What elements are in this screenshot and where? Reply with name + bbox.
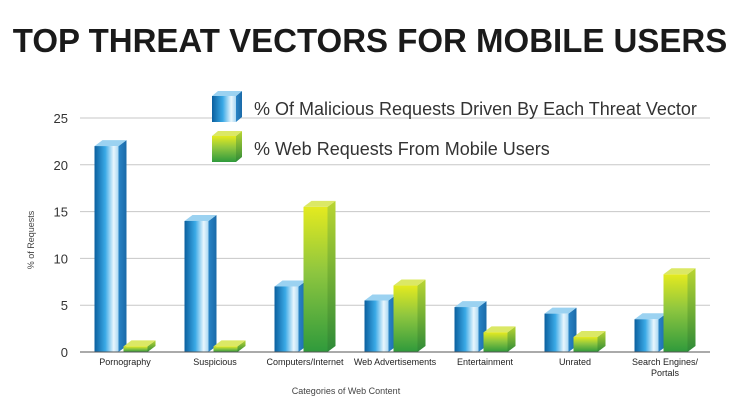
x-category-label: Unrated [559,357,591,367]
bar-front [544,313,569,352]
y-axis-title: % of Requests [26,210,36,269]
legend-swatch [212,96,236,122]
x-category-label: Pornography [99,357,151,367]
bar-front [393,285,418,352]
y-tick-label: 15 [54,205,68,220]
x-category-line: Search Engines/ [632,357,699,367]
bar-top [274,280,307,287]
bar-side [237,340,246,352]
bars [94,140,696,352]
y-tick-label: 20 [54,158,68,173]
bar-front [663,274,688,352]
bar-malicious-requests [274,280,307,352]
legend-item-mobile-web-requests: % Web Requests From Mobile Users [212,131,550,162]
bar-top [364,294,397,301]
bar-front [213,346,238,352]
x-category-label: Search Engines/Portals [632,357,699,378]
bar-malicious-requests [364,294,397,352]
bar-front [123,346,148,352]
x-axis-categories: Pornography Suspicious Computers/Internet W… [99,357,698,378]
bar-front [274,286,299,352]
bar-side [208,214,217,352]
x-category-label: Suspicious [193,357,237,367]
bar-front [634,319,659,352]
bar-top [123,340,156,347]
bar-mobile-web-requests [393,279,426,352]
x-category-line: Suspicious [193,357,237,367]
bar-mobile-web-requests [213,340,246,352]
legend-swatch-side [236,91,242,122]
bar-mobile-web-requests [663,268,696,352]
bar-top [573,331,606,338]
bar-side [118,140,127,352]
bar-front [573,337,598,352]
bar-top [213,340,246,347]
x-category-line: Unrated [559,357,591,367]
bar-side [597,331,606,352]
bar-malicious-requests [634,313,667,352]
bar-side [687,268,696,352]
x-category-line: Computers/Internet [266,357,344,367]
bar-malicious-requests [184,214,217,352]
bar-malicious-requests [544,307,577,352]
legend-label: % Web Requests From Mobile Users [254,139,550,159]
bar-mobile-web-requests [303,200,336,352]
bar-front [94,146,119,352]
bar-top [663,268,696,275]
bar-side [507,326,516,352]
bar-side [147,340,156,352]
x-category-line: Portals [651,368,680,378]
legend-item-malicious-requests: % Of Malicious Requests Driven By Each T… [212,91,697,122]
bar-top [393,279,426,286]
x-category-label: Entertainment [457,357,514,367]
x-category-line: Entertainment [457,357,514,367]
y-tick-label: 5 [61,298,68,313]
bar-top [303,200,336,207]
legend-swatch-top [212,91,242,96]
bar-malicious-requests [94,140,127,352]
y-axis-ticks: 0 5 10 15 20 25 [54,111,68,360]
y-tick-label: 0 [61,345,68,360]
bar-top [544,307,577,314]
bar-front [483,332,508,352]
legend: % Of Malicious Requests Driven By Each T… [212,91,697,162]
y-tick-label: 10 [54,251,68,266]
legend-swatch [212,136,236,162]
bar-mobile-web-requests [573,331,606,352]
bar-mobile-web-requests [483,326,516,352]
x-category-label: Web Advertisements [354,357,437,367]
bar-top [454,301,487,308]
bar-top [94,140,127,147]
bar-top [483,326,516,333]
x-category-label: Computers/Internet [266,357,344,367]
bar-top [184,214,217,221]
bar-front [184,220,209,352]
legend-label: % Of Malicious Requests Driven By Each T… [254,99,697,119]
y-tick-label: 25 [54,111,68,126]
legend-swatch-top [212,131,242,136]
chart-title: TOP THREAT VECTORS FOR MOBILE USERS [13,22,727,59]
x-category-line: Web Advertisements [354,357,437,367]
bar-side [417,279,426,352]
bar-top [634,313,667,320]
bar-malicious-requests [454,301,487,352]
bar-front [303,206,328,352]
x-category-line: Pornography [99,357,151,367]
legend-swatch-side [236,131,242,162]
bar-mobile-web-requests [123,340,156,352]
x-axis-title: Categories of Web Content [292,386,401,396]
bar-front [364,300,389,352]
bar-front [454,307,479,352]
bar-side [327,200,336,352]
